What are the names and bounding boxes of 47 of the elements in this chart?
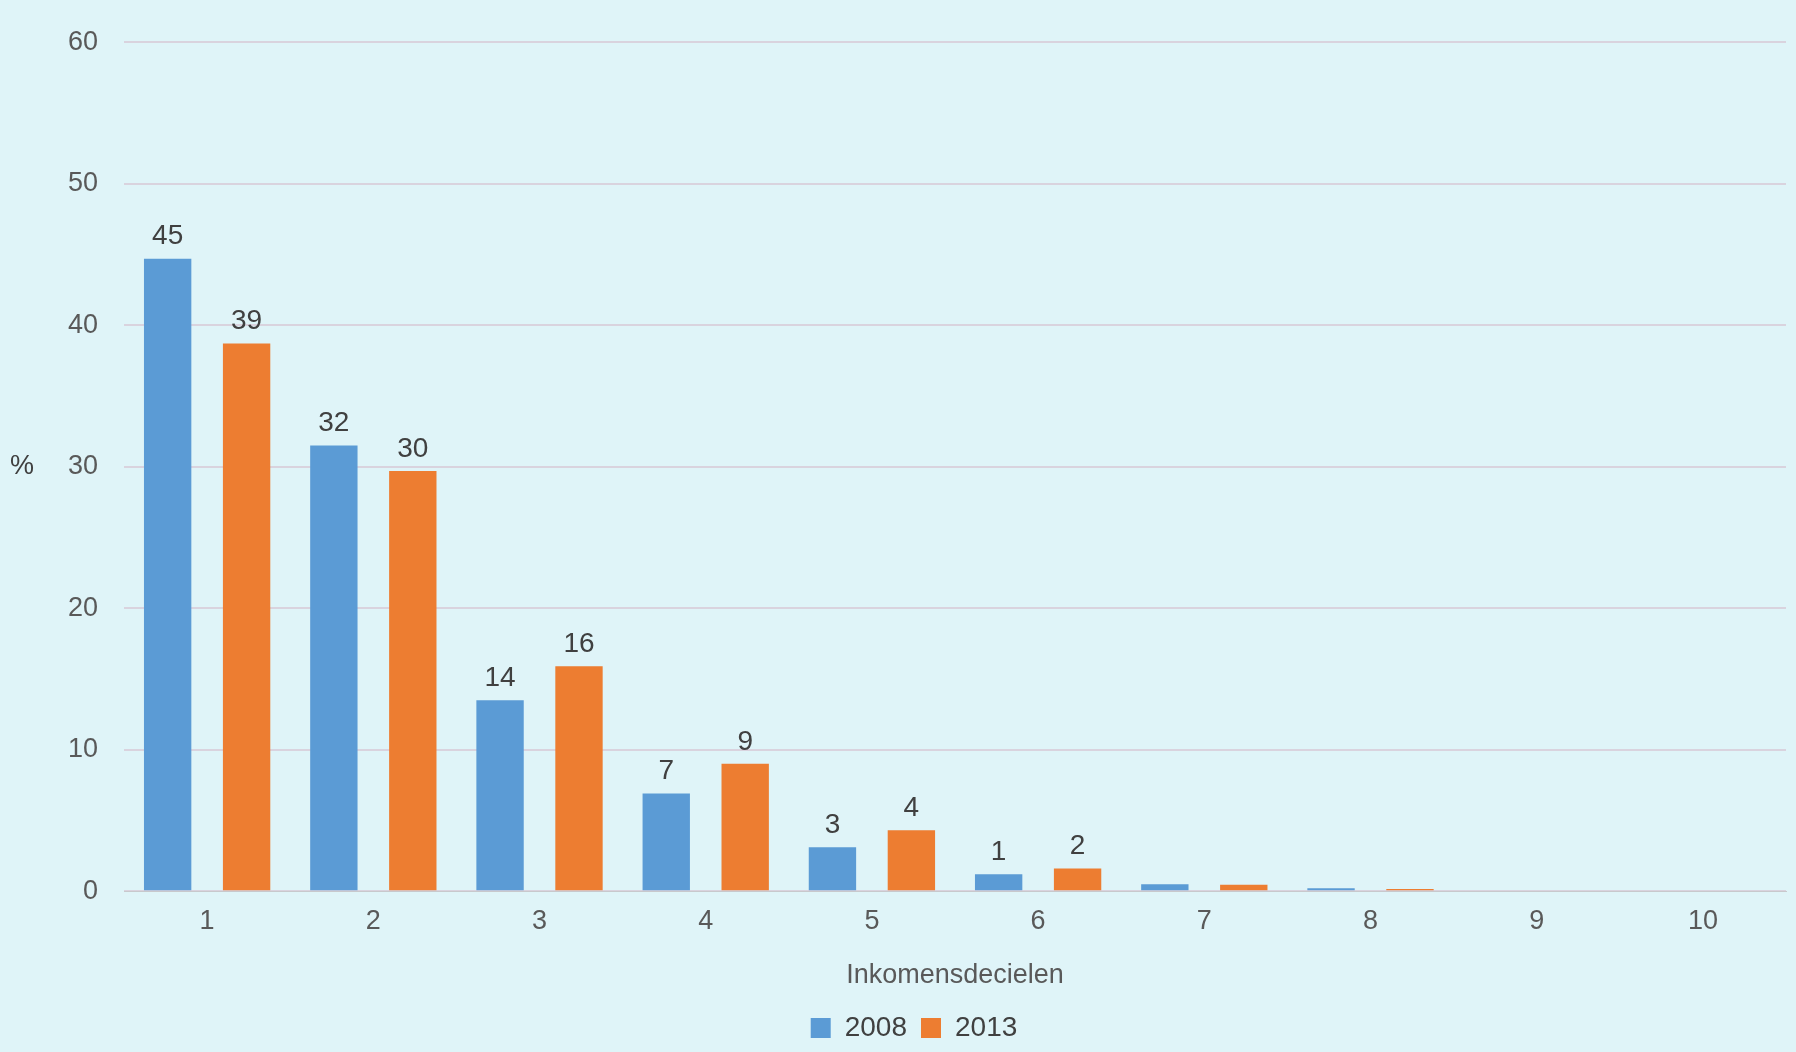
data-label: 3 <box>824 808 841 840</box>
data-label: 45 <box>152 219 184 251</box>
bar <box>887 830 936 891</box>
bar <box>143 258 192 891</box>
x-axis-title: Inkomensdecielen <box>846 959 1064 990</box>
y-tick-label: 10 <box>67 733 99 764</box>
y-tick-label: 60 <box>67 25 99 56</box>
bar <box>476 700 524 891</box>
y-axis-title: % <box>10 450 35 481</box>
data-label: 30 <box>397 431 429 463</box>
legend-label: 2013 <box>955 1010 1018 1042</box>
y-tick-label: 30 <box>67 450 99 481</box>
bar <box>1053 868 1102 891</box>
bar <box>1141 884 1189 891</box>
y-tick-label: 0 <box>83 874 99 905</box>
bar <box>1220 884 1268 891</box>
bar <box>222 343 271 891</box>
x-tick-label: 10 <box>1687 904 1718 935</box>
bar <box>310 445 358 891</box>
x-tick-label: 2 <box>365 904 381 935</box>
y-tick-label: 20 <box>67 591 99 622</box>
data-label: 32 <box>318 406 350 438</box>
legend-label: 2008 <box>844 1010 908 1042</box>
data-label: 39 <box>231 304 263 336</box>
bar <box>808 847 857 891</box>
x-tick-label: 9 <box>1529 904 1545 935</box>
bar <box>974 874 1023 891</box>
data-label: 2 <box>1069 829 1086 861</box>
x-tick-label: 4 <box>698 904 714 935</box>
y-tick-label: 40 <box>67 308 99 339</box>
bar <box>389 470 437 891</box>
x-tick-label: 8 <box>1362 904 1379 935</box>
bar <box>721 763 769 891</box>
data-label: 16 <box>563 626 595 658</box>
data-label: 7 <box>658 754 675 786</box>
y-tick-label: 50 <box>67 167 99 198</box>
data-label: 1 <box>990 834 1007 866</box>
x-tick-label: 6 <box>1030 904 1046 935</box>
x-tick-label: 3 <box>532 904 548 935</box>
bar <box>642 793 690 891</box>
data-label: 9 <box>737 724 753 756</box>
data-label: 4 <box>903 791 920 823</box>
x-tick-label: 1 <box>199 904 215 935</box>
x-tick-label: 7 <box>1196 904 1212 935</box>
data-label: 14 <box>484 660 516 692</box>
bar <box>555 666 603 891</box>
x-tick-label: 5 <box>864 904 880 935</box>
